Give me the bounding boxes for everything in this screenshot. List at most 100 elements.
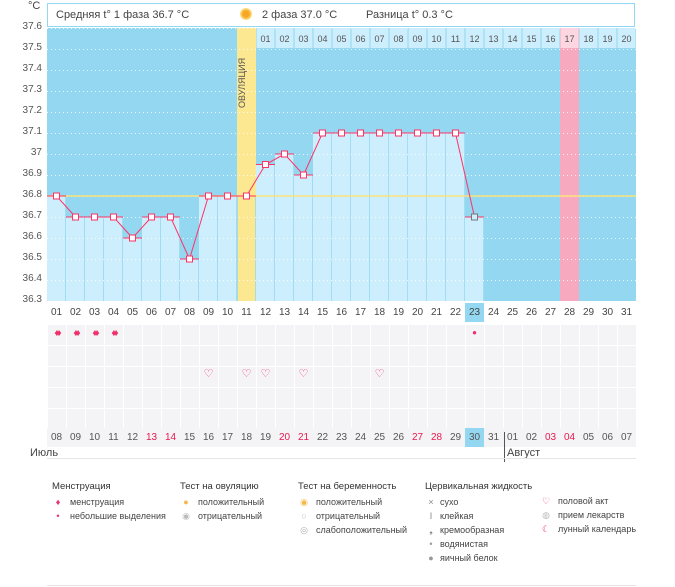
marker-cell[interactable]: [47, 388, 66, 408]
marker-cell[interactable]: [484, 325, 503, 345]
marker-cell[interactable]: [256, 409, 275, 429]
marker-cell[interactable]: [579, 367, 598, 387]
marker-cell[interactable]: [427, 409, 446, 429]
marker-cell[interactable]: [142, 325, 161, 345]
calendar-date[interactable]: 17: [218, 428, 237, 447]
marker-cell[interactable]: [427, 367, 446, 387]
marker-cell[interactable]: [313, 388, 332, 408]
marker-cell[interactable]: [218, 346, 237, 366]
marker-cell[interactable]: [389, 346, 408, 366]
marker-cell[interactable]: [389, 367, 408, 387]
cycle-day-label[interactable]: 24: [487, 307, 500, 318]
marker-cell[interactable]: [351, 346, 370, 366]
calendar-date[interactable]: 26: [389, 428, 408, 447]
marker-cell[interactable]: [503, 346, 522, 366]
calendar-date[interactable]: 29: [446, 428, 465, 447]
cycle-day-label[interactable]: 14: [297, 307, 310, 318]
marker-cell[interactable]: [66, 409, 85, 429]
marker-cell[interactable]: [408, 346, 427, 366]
cycle-day-label[interactable]: 08: [183, 307, 196, 318]
marker-cell[interactable]: [47, 367, 66, 387]
cycle-day-label[interactable]: 31: [620, 307, 633, 318]
marker-cell[interactable]: [541, 409, 560, 429]
marker-cell[interactable]: [199, 325, 218, 345]
cycle-day-label[interactable]: 09: [202, 307, 215, 318]
calendar-date[interactable]: 11: [104, 428, 123, 447]
marker-cell[interactable]: [142, 388, 161, 408]
cycle-day-label[interactable]: 10: [221, 307, 234, 318]
marker-cell[interactable]: [142, 367, 161, 387]
marker-cell[interactable]: [104, 325, 123, 345]
calendar-date[interactable]: 18: [237, 428, 256, 447]
marker-cell[interactable]: [465, 409, 484, 429]
marker-cell[interactable]: [66, 346, 85, 366]
marker-cell[interactable]: [66, 367, 85, 387]
marker-cell[interactable]: [123, 388, 142, 408]
marker-cell[interactable]: [598, 409, 617, 429]
marker-cell[interactable]: [617, 388, 636, 408]
cycle-day-label[interactable]: 11: [241, 307, 252, 318]
cycle-day-label[interactable]: 05: [126, 307, 139, 318]
marker-cell[interactable]: [503, 367, 522, 387]
marker-cell[interactable]: [104, 388, 123, 408]
marker-cell[interactable]: [85, 367, 104, 387]
calendar-date[interactable]: 12: [123, 428, 142, 447]
marker-cell[interactable]: [560, 409, 579, 429]
calendar-date[interactable]: 28: [427, 428, 446, 447]
marker-cell[interactable]: [294, 388, 313, 408]
marker-cell[interactable]: [484, 388, 503, 408]
marker-cell[interactable]: [579, 346, 598, 366]
calendar-date[interactable]: 16: [199, 428, 218, 447]
cycle-day-label[interactable]: 07: [164, 307, 177, 318]
cycle-day-label[interactable]: 22: [449, 307, 462, 318]
calendar-date[interactable]: 06: [598, 428, 617, 447]
marker-cell[interactable]: [446, 346, 465, 366]
cycle-day-label[interactable]: 02: [69, 307, 82, 318]
marker-cell[interactable]: [66, 325, 85, 345]
calendar-date[interactable]: 31: [484, 428, 503, 447]
marker-cell[interactable]: [275, 388, 294, 408]
marker-cell[interactable]: [370, 409, 389, 429]
marker-cell[interactable]: [104, 346, 123, 366]
marker-cell[interactable]: [408, 388, 427, 408]
marker-cell[interactable]: [199, 388, 218, 408]
cycle-day-label[interactable]: 20: [411, 307, 424, 318]
cycle-day-label[interactable]: 04: [107, 307, 120, 318]
marker-cell[interactable]: [332, 325, 351, 345]
marker-cell[interactable]: [294, 409, 313, 429]
marker-cell[interactable]: [313, 409, 332, 429]
marker-cell[interactable]: [332, 409, 351, 429]
marker-cell[interactable]: [370, 367, 389, 387]
marker-cell[interactable]: [237, 388, 256, 408]
marker-cell[interactable]: [85, 388, 104, 408]
marker-cell[interactable]: [237, 346, 256, 366]
calendar-date[interactable]: 04: [560, 428, 579, 447]
cycle-day-label[interactable]: 25: [506, 307, 519, 318]
marker-cell[interactable]: [541, 346, 560, 366]
marker-cell[interactable]: [180, 388, 199, 408]
marker-cell[interactable]: [560, 346, 579, 366]
cycle-day-label[interactable]: 03: [88, 307, 101, 318]
marker-cell[interactable]: [579, 409, 598, 429]
marker-cell[interactable]: [161, 325, 180, 345]
cycle-day-label[interactable]: 21: [430, 307, 443, 318]
marker-cell[interactable]: [275, 409, 294, 429]
marker-cell[interactable]: [465, 346, 484, 366]
marker-cell[interactable]: [522, 367, 541, 387]
marker-cell[interactable]: [465, 388, 484, 408]
marker-cell[interactable]: [408, 367, 427, 387]
marker-cell[interactable]: [161, 409, 180, 429]
cycle-day-label[interactable]: 23: [465, 303, 484, 322]
marker-cell[interactable]: [389, 388, 408, 408]
marker-cell[interactable]: [294, 325, 313, 345]
marker-cell[interactable]: [275, 325, 294, 345]
marker-cell[interactable]: [370, 346, 389, 366]
marker-cell[interactable]: [332, 367, 351, 387]
marker-cell[interactable]: [541, 367, 560, 387]
marker-cell[interactable]: [313, 346, 332, 366]
marker-cell[interactable]: [47, 409, 66, 429]
marker-cell[interactable]: [85, 325, 104, 345]
marker-cell[interactable]: [237, 409, 256, 429]
marker-cell[interactable]: [351, 325, 370, 345]
calendar-date[interactable]: 01: [503, 428, 522, 447]
